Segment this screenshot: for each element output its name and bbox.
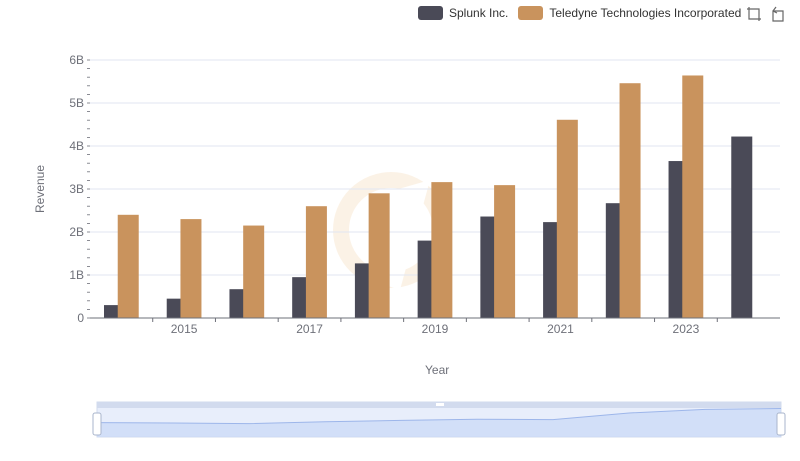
y-axis-label: Revenue — [33, 164, 47, 213]
legend-item-splunk[interactable]: Splunk Inc. — [418, 6, 508, 20]
bar-teledyne — [117, 214, 139, 318]
y-minor-ticks — [87, 59, 90, 319]
zoom-select-icon[interactable] — [746, 6, 762, 22]
x-tick-label: 2019 — [422, 322, 449, 336]
x-tick-label: 2017 — [296, 322, 323, 336]
y-tick-label: 6B — [69, 53, 84, 67]
bar-teledyne — [431, 182, 453, 318]
data-zoom-area — [97, 408, 781, 437]
data-zoom-line — [96, 408, 782, 425]
legend-swatch-teledyne — [518, 6, 544, 20]
legend-item-teledyne[interactable]: Teledyne Technologies Incorporated — [518, 6, 741, 20]
data-zoom-slider[interactable] — [92, 401, 786, 438]
bar-splunk — [731, 136, 753, 318]
x-tick-label: 2021 — [547, 322, 574, 336]
y-tick-label: 5B — [69, 96, 84, 110]
x-axis-label: Year — [425, 363, 450, 377]
x-tick-label: 2023 — [673, 322, 700, 336]
bar-teledyne — [494, 185, 516, 318]
legend: Splunk Inc. Teledyne Technologies Incorp… — [418, 4, 741, 22]
legend-label-splunk: Splunk Inc. — [449, 6, 509, 20]
y-tick-label: 4B — [69, 139, 84, 153]
bar-teledyne — [556, 119, 578, 319]
bar-teledyne — [243, 225, 265, 318]
bar-teledyne — [682, 75, 704, 318]
y-tick-label: 1B — [69, 268, 84, 282]
bar-teledyne — [180, 219, 202, 318]
bar-teledyne — [305, 206, 327, 318]
y-tick-label: 0 — [77, 311, 84, 325]
legend-swatch-splunk — [418, 6, 443, 20]
tick-labels: 0 1B 2B 3B 4B 5B 6B 2015 2017 2019 2021 2023 — [69, 53, 699, 336]
data-zoom-grip — [436, 403, 444, 406]
y-tick-label: 2B — [69, 225, 84, 239]
y-tick-label: 3B — [69, 182, 84, 196]
bar-teledyne — [619, 83, 641, 318]
x-tick-label: 2015 — [171, 322, 198, 336]
zoom-reset-icon[interactable] — [770, 6, 786, 22]
data-zoom-handle-right — [776, 412, 786, 436]
bars — [104, 75, 753, 319]
axes — [90, 317, 780, 322]
bar-teledyne — [368, 193, 390, 318]
legend-label-teledyne: Teledyne Technologies Incorporated — [549, 6, 742, 20]
toolbox — [746, 6, 786, 22]
data-zoom-handle-left — [92, 412, 102, 436]
